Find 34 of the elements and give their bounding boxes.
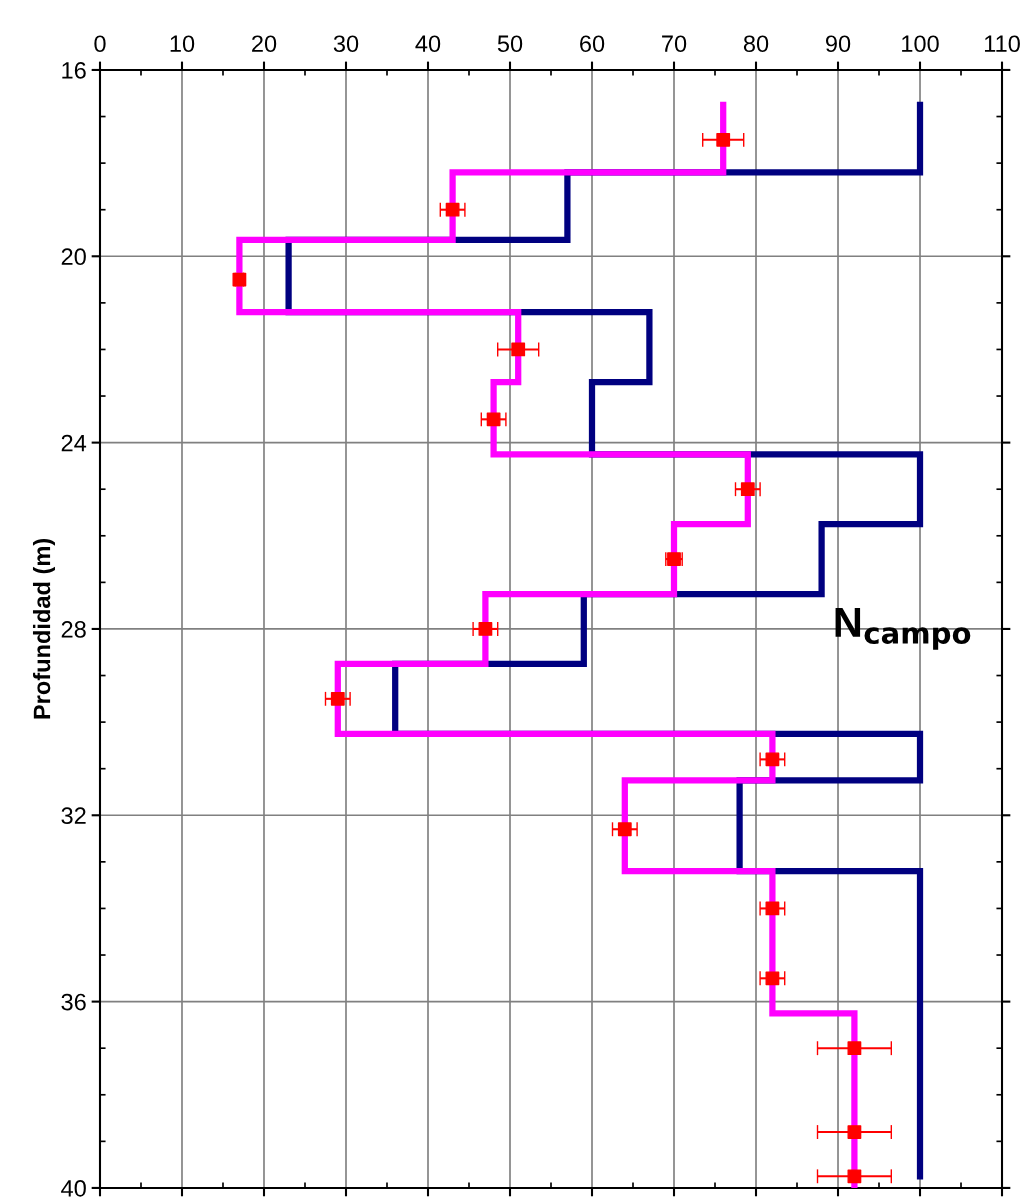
point <box>740 482 755 497</box>
x-tick-label: 50 <box>497 35 523 53</box>
point <box>445 202 460 217</box>
y-tick-label: 40 <box>61 1180 86 1197</box>
x-tick-label: 80 <box>743 35 769 53</box>
x-tick-label: 20 <box>252 35 277 53</box>
y-tick-label: 20 <box>61 248 86 266</box>
point <box>765 971 780 986</box>
point <box>847 1169 862 1184</box>
x-tick-label: 0 <box>94 35 106 53</box>
y-axis-title: Profundidad (m) <box>32 538 55 719</box>
point <box>330 691 345 706</box>
point <box>716 132 731 147</box>
y-tick-label: 28 <box>61 621 86 638</box>
x-tick-label: 30 <box>333 35 359 53</box>
point <box>511 342 526 357</box>
point <box>486 412 501 427</box>
x-tick-label: 40 <box>415 35 441 53</box>
point <box>478 622 493 636</box>
x-tick-label: 90 <box>825 35 851 53</box>
point <box>847 1125 862 1139</box>
y-tick-label: 32 <box>61 807 86 825</box>
x-tick-label: 70 <box>662 35 687 53</box>
x-tick-label: 10 <box>170 35 195 53</box>
y-tick-label: 36 <box>61 993 86 1011</box>
x-tick-label: 60 <box>580 35 605 53</box>
x-tick-label: 110 <box>984 35 1020 53</box>
x-tick-label: 100 <box>902 35 939 53</box>
point <box>847 1041 862 1056</box>
annotation: N$_{campo}$ <box>835 608 971 650</box>
y-tick-label: 24 <box>61 434 87 452</box>
point <box>617 822 632 837</box>
y-tick-label: 16 <box>62 62 86 79</box>
point <box>765 752 780 767</box>
